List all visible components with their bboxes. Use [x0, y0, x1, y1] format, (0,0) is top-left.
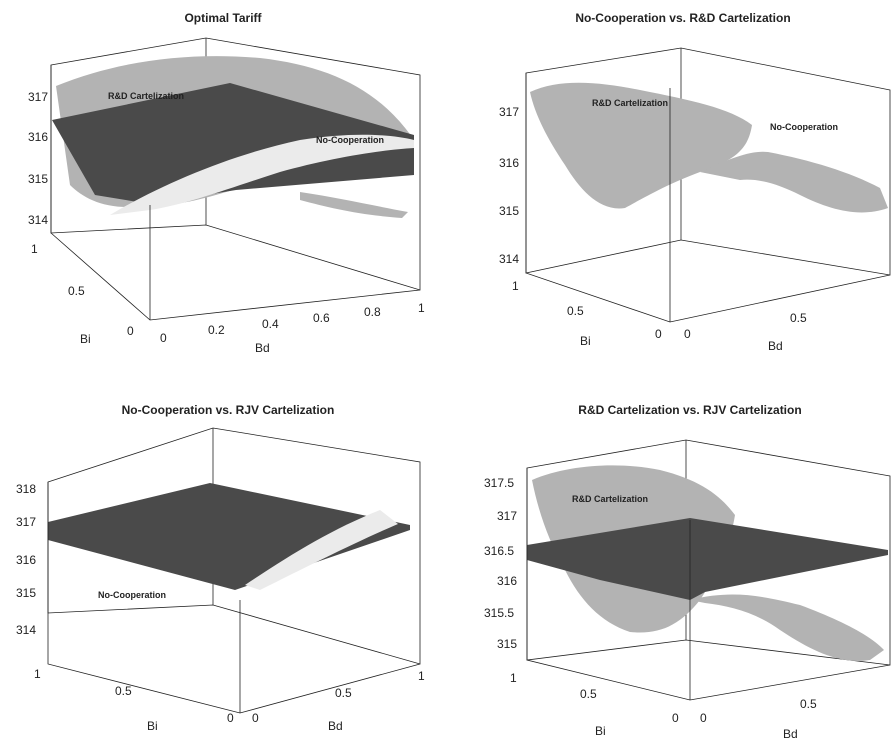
surface-rjv-cartelization	[527, 518, 888, 600]
x-tick-label: 1	[418, 669, 425, 683]
panel-no-cooperation-vs-rjv: No-Cooperation vs. RJV Cartelization No-…	[16, 403, 425, 733]
y-tick-label: 0	[127, 324, 134, 338]
y-tick-label: 0.5	[68, 284, 85, 298]
z-tick-label: 317	[28, 90, 48, 104]
z-tick-label: 315	[16, 586, 36, 600]
annotation-no-cooperation: No-Cooperation	[98, 590, 166, 600]
annotation-rd-cartelization: R&D Cartelization	[592, 98, 668, 108]
z-tick-label: 316	[28, 130, 48, 144]
x-tick-label: 1	[418, 301, 425, 315]
panel-no-cooperation-vs-rd: No-Cooperation vs. R&D Cartelization R&D…	[499, 11, 891, 353]
annotation-no-cooperation: No-Cooperation	[316, 135, 384, 145]
x-axis-label: Bd	[768, 339, 783, 353]
y-tick-label: 0.5	[580, 687, 597, 701]
z-tick-label: 314	[16, 623, 36, 637]
z-tick-label: 315	[497, 637, 517, 651]
annotation-rd-cartelization: R&D Cartelization	[572, 494, 648, 504]
x-tick-label: 0.5	[790, 311, 807, 325]
axes-box-front	[50, 65, 421, 321]
surface-rd-tail	[300, 192, 408, 218]
surface-rjv-cartelization	[48, 483, 410, 590]
annotation-no-cooperation: No-Cooperation	[770, 122, 838, 132]
surface-rd-tail	[690, 594, 884, 661]
x-tick-label: 0	[252, 711, 259, 725]
axes-box-front	[526, 468, 891, 701]
surface-rd-cartelization	[530, 82, 752, 209]
y-tick-label: 1	[31, 242, 38, 256]
x-tick-label: 0.5	[800, 697, 817, 711]
z-tick-label: 317.5	[484, 476, 514, 490]
x-axis-label: Bd	[783, 727, 798, 741]
panel-title: No-Cooperation vs. RJV Cartelization	[122, 403, 335, 417]
y-tick-label: 1	[34, 667, 41, 681]
y-tick-label: 0.5	[567, 304, 584, 318]
x-tick-label: 0.8	[364, 305, 381, 319]
x-tick-label: 0	[684, 327, 691, 341]
y-tick-label: 0	[672, 711, 679, 725]
x-tick-label: 0.5	[335, 686, 352, 700]
x-tick-label: 0	[160, 331, 167, 345]
z-tick-label: 317	[497, 509, 517, 523]
x-tick-label: 0.2	[208, 323, 225, 337]
x-axis-label: Bd	[255, 341, 270, 355]
y-axis-label: Bi	[595, 724, 606, 738]
z-tick-label: 315	[28, 172, 48, 186]
z-tick-label: 316	[499, 156, 519, 170]
surface-no-cooperation	[110, 134, 414, 215]
z-tick-label: 314	[28, 213, 48, 227]
axes-box-front	[47, 482, 421, 714]
x-tick-label: 0.6	[313, 311, 330, 325]
z-tick-label: 316	[16, 553, 36, 567]
panel-title: Optimal Tariff	[184, 11, 262, 25]
surface-no-cooperation	[700, 151, 888, 213]
z-tick-label: 315	[499, 204, 519, 218]
y-axis-label: Bi	[80, 332, 91, 346]
z-tick-label: 314	[499, 252, 519, 266]
axes-box-front	[525, 73, 891, 323]
y-axis-label: Bi	[147, 719, 158, 733]
panel-rd-vs-rjv: R&D Cartelization vs. RJV Cartelization …	[484, 403, 891, 741]
z-tick-label: 317	[16, 515, 36, 529]
y-tick-label: 1	[512, 279, 519, 293]
panel-title: No-Cooperation vs. R&D Cartelization	[575, 11, 790, 25]
z-tick-label: 316.5	[484, 544, 514, 558]
y-tick-label: 0	[227, 711, 234, 725]
z-tick-label: 316	[497, 574, 517, 588]
y-tick-label: 1	[510, 671, 517, 685]
z-tick-label: 317	[499, 105, 519, 119]
annotation-rd-cartelization: R&D Cartelization	[108, 91, 184, 101]
x-tick-label: 0.4	[262, 317, 279, 331]
surface-rjv-cartelization	[52, 83, 414, 204]
y-tick-label: 0	[655, 327, 662, 341]
z-tick-label: 315.5	[484, 606, 514, 620]
panel-optimal-tariff: Optimal Tariff R&D Cartelization No-Coop…	[28, 11, 425, 355]
y-tick-label: 0.5	[115, 684, 132, 698]
panel-title: R&D Cartelization vs. RJV Cartelization	[578, 403, 801, 417]
surface-no-cooperation	[245, 510, 398, 590]
y-axis-label: Bi	[580, 334, 591, 348]
z-tick-label: 318	[16, 482, 36, 496]
x-axis-label: Bd	[328, 719, 343, 733]
x-tick-label: 0	[700, 711, 707, 725]
